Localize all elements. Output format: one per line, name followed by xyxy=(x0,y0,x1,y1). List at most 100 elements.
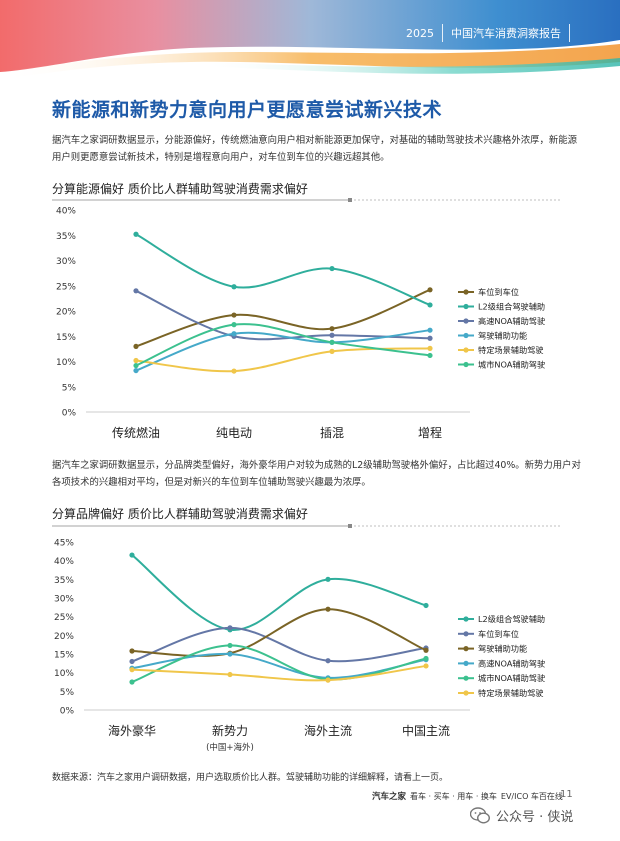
chart2-ytick-label: 35% xyxy=(54,576,74,586)
chart2-legend-label: 驾驶辅助功能 xyxy=(478,644,527,654)
chart1-ytick-label: 20% xyxy=(56,308,76,318)
chart1-data-point xyxy=(133,367,139,374)
chart2-data-point xyxy=(423,655,429,662)
chart2-legend-label: 车位到车位 xyxy=(478,629,519,639)
chart1-data-point xyxy=(231,368,237,374)
header-report-title: 中国汽车消费洞察报告 xyxy=(451,27,561,40)
source-note: 数据来源：汽车之家用户调研数据，用户选取质价比人群。驾驶辅助功能的详细解释，请看… xyxy=(52,773,449,783)
chart2-data-point xyxy=(129,648,135,654)
chart2-category-label: 海外主流 xyxy=(304,723,352,738)
header-banner: 2025 中国汽车消费洞察报告 xyxy=(0,0,620,82)
chart2-series-line xyxy=(131,554,427,631)
header-text: 2025 中国汽车消费洞察报告 xyxy=(406,24,570,42)
chart2-data-point xyxy=(129,679,135,685)
chart1-ytick-label: 0% xyxy=(62,409,77,419)
chart2-legend-label: 特定场景辅助驾驶 xyxy=(478,688,544,698)
chart1-data-point xyxy=(133,362,139,369)
chart2-data-point xyxy=(227,651,233,657)
chart2-legend-label: L2级组合驾驶辅助 xyxy=(478,614,545,624)
chart1-ytick-label: 30% xyxy=(56,257,76,267)
brand-sub: EV/ICO 车百在线 xyxy=(500,791,563,801)
chart2-title: 分算品牌偏好 质价比人群辅助驾驶消费需求偏好 xyxy=(52,507,308,521)
chart1-data-point xyxy=(231,322,237,328)
chart1-series-line xyxy=(135,289,431,341)
chart2-ytick-label: 30% xyxy=(54,595,74,605)
chart1-series-line xyxy=(135,323,431,367)
chart2-legend-marker xyxy=(463,660,469,666)
chart1-data-point xyxy=(231,331,237,337)
chart1-data-point xyxy=(231,312,237,318)
chart2-data-point xyxy=(325,576,331,582)
chart1-data-point xyxy=(133,343,139,349)
chart1-legend-label: 特定场景辅助驾驶 xyxy=(478,345,544,355)
middle-paragraph: 据汽车之家调研数据显示，分品牌类型偏好，海外豪华用户对较为成熟的L2级辅助驾驶格… xyxy=(52,460,581,488)
chart2-legend-marker xyxy=(463,646,469,652)
chart2-data-point xyxy=(423,663,429,669)
chart1-data-point xyxy=(427,287,433,293)
chart1-series-line xyxy=(135,329,431,372)
chart2-category-label: 新势力 xyxy=(212,723,248,738)
header-wave-graphic xyxy=(0,0,620,80)
chart2-series-line xyxy=(131,608,427,657)
chart1-title-marker xyxy=(348,198,352,202)
chart2-category-sublabel: (中国+海外) xyxy=(206,742,254,753)
chart1-data-point xyxy=(133,288,139,294)
chart2-data-point xyxy=(129,667,135,673)
chart2-ytick-label: 45% xyxy=(54,539,74,549)
chart2-series-line xyxy=(131,626,427,663)
header-separator-right xyxy=(569,24,570,42)
chart2-ytick-label: 15% xyxy=(54,651,74,661)
chart2-ytick-label: 10% xyxy=(54,669,74,679)
header-year: 2025 xyxy=(406,26,434,40)
chart2-ytick-label: 40% xyxy=(54,557,74,567)
chart1-series-line xyxy=(135,288,431,348)
chart2-data-point xyxy=(325,606,331,612)
chart1-data-point xyxy=(329,326,335,332)
chart1-category-label: 增程 xyxy=(418,425,442,440)
chart1-data-point xyxy=(427,335,433,341)
wechat-icon xyxy=(470,806,490,823)
chart2-category-label: 中国主流 xyxy=(402,723,450,738)
chart2-data-point xyxy=(423,647,429,653)
chart2-title-marker xyxy=(348,524,352,528)
chart2-ytick-label: 0% xyxy=(60,707,75,717)
chart1-data-point xyxy=(231,284,237,290)
chart1-category-label: 插混 xyxy=(320,426,344,440)
watermark-text: 公众号 · 侠说 xyxy=(496,810,574,825)
chart1-title: 分算能源偏好 质价比人群辅助驾驶消费需求偏好 xyxy=(52,182,308,196)
chart2-data-point xyxy=(423,602,429,609)
chart1-data-point xyxy=(427,345,433,351)
chart1-data-point xyxy=(427,327,433,333)
chart1-data-point xyxy=(133,357,139,364)
chart1-data-point xyxy=(329,332,335,338)
chart1-data-point xyxy=(427,352,433,359)
section-title: 新能源和新势力意向用户更愿意尝试新兴技术 xyxy=(52,99,443,121)
chart1-legend-marker xyxy=(463,347,469,353)
chart2-legend-marker xyxy=(463,690,469,696)
chart1-data-point xyxy=(329,265,335,272)
chart2-data-point xyxy=(227,625,233,631)
chart2-data-point xyxy=(129,552,135,558)
chart1-ytick-label: 25% xyxy=(56,282,76,292)
chart1-data-point xyxy=(329,348,335,354)
chart2-data-point xyxy=(129,658,135,665)
chart1-ytick-label: 15% xyxy=(56,333,76,343)
chart1-legend-marker xyxy=(463,332,469,339)
chart1-data-point xyxy=(133,231,139,237)
chart1-legend-label: L2级组合驾驶辅助 xyxy=(478,302,545,312)
chart2-data-point xyxy=(227,642,233,649)
chart2-legend-label: 城市NOA辅助驾驶 xyxy=(478,673,545,683)
chart2-category-label: 海外豪华 xyxy=(108,723,156,738)
chart1-ytick-label: 10% xyxy=(56,358,76,368)
chart1-ytick-label: 35% xyxy=(56,232,76,242)
chart2-legend-marker xyxy=(463,675,469,681)
chart2-legend-marker xyxy=(463,631,469,637)
wechat-watermark: 公众号 · 侠说 xyxy=(470,806,573,825)
chart1-legend-label: 车位到车位 xyxy=(478,287,519,297)
chart1-legend-marker xyxy=(463,303,469,310)
chart1-data-point xyxy=(427,302,433,308)
chart2-series-line xyxy=(131,664,427,682)
chart1-legend-marker xyxy=(463,361,469,368)
chart2-ytick-label: 5% xyxy=(60,688,75,698)
brand-slogan: 看车 · 买车 · 用车 · 换车 xyxy=(410,791,497,801)
